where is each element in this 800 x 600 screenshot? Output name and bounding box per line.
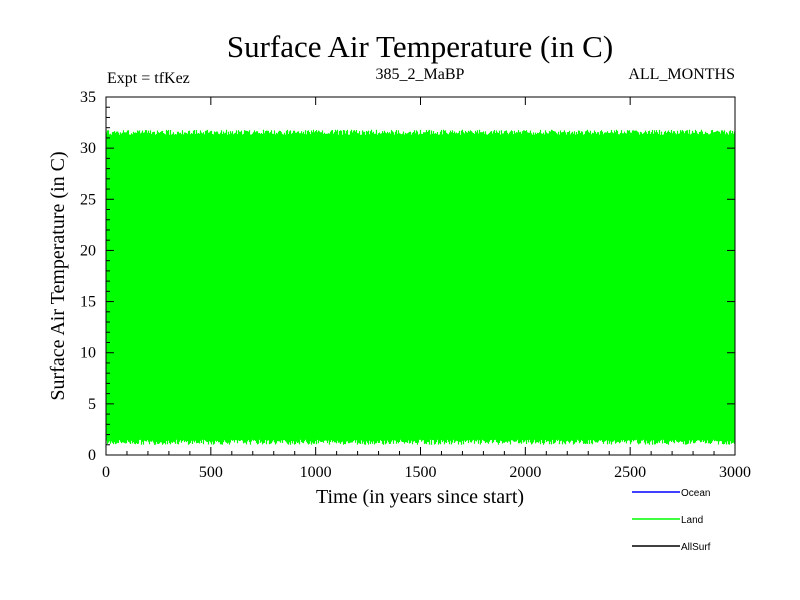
y-axis: 0 5 10 15 20 25 30 35 <box>80 89 735 464</box>
series-land <box>105 129 736 445</box>
y-tick-label: 20 <box>80 242 96 259</box>
x-tick-label: 1000 <box>300 464 332 481</box>
legend-label-ocean: Ocean <box>681 488 710 499</box>
y-tick-label: 10 <box>80 345 96 362</box>
chart-title: Surface Air Temperature (in C) <box>227 29 613 64</box>
y-tick-label: 15 <box>80 294 96 311</box>
subtitle-right: ALL_MONTHS <box>628 66 735 83</box>
y-axis-label: Surface Air Temperature (in C) <box>47 151 69 400</box>
y-tick-label: 25 <box>80 191 96 208</box>
legend-label-allsurf: AllSurf <box>681 542 711 553</box>
y-tick-label: 30 <box>80 140 96 157</box>
plot-area <box>105 129 736 445</box>
legend: Ocean Land AllSurf <box>632 488 711 553</box>
y-tick-label: 0 <box>88 447 96 464</box>
x-tick-label: 2500 <box>614 464 646 481</box>
x-tick-label: 2000 <box>509 464 541 481</box>
subtitle-left: Expt = tfKez <box>107 70 190 87</box>
x-tick-label: 500 <box>199 464 223 481</box>
x-tick-label: 1500 <box>405 464 437 481</box>
legend-label-land: Land <box>681 515 703 526</box>
x-axis: 0 500 1000 1500 2000 2500 3000 <box>102 97 751 481</box>
x-tick-label: 3000 <box>719 464 751 481</box>
y-tick-label: 35 <box>80 89 96 106</box>
y-tick-label: 5 <box>88 396 96 413</box>
subtitle-center: 385_2_MaBP <box>376 66 465 83</box>
x-tick-label: 0 <box>102 464 110 481</box>
x-axis-label: Time (in years since start) <box>316 486 524 508</box>
